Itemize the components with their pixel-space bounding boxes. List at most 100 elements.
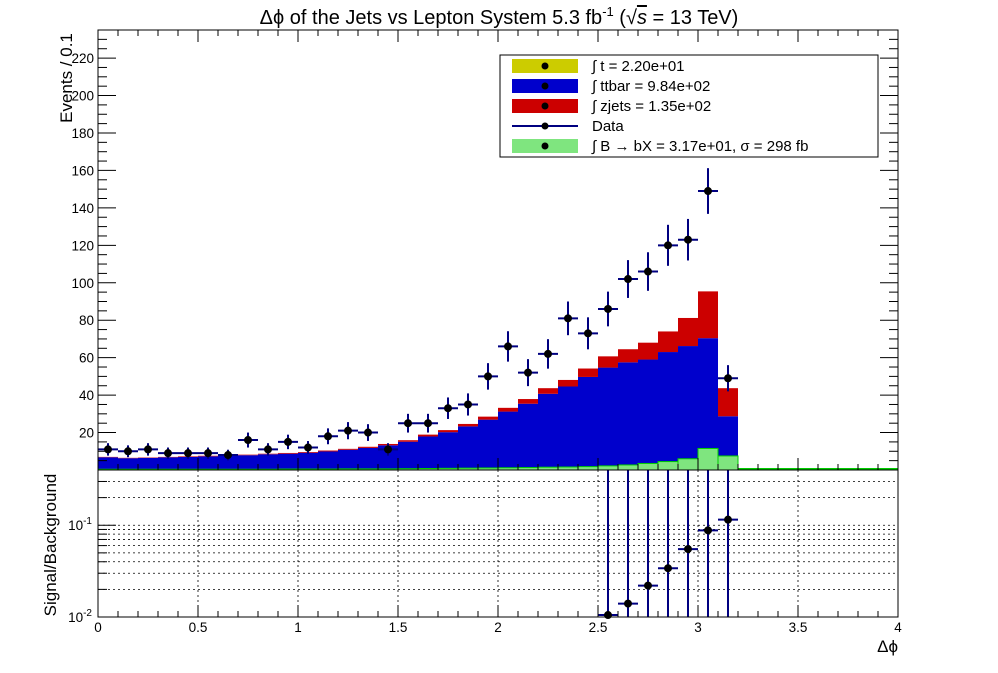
- y-axis: 20 40 60 80 100 120 140 160 180 200 220: [71, 29, 898, 471]
- legend-marker: [541, 122, 549, 130]
- y-tick-label: 140: [71, 201, 94, 216]
- bar-ttbar: [138, 457, 158, 470]
- bar-signal: [577, 466, 599, 471]
- ratio-y-axis-label: Signal/Background: [41, 474, 60, 617]
- data-point: [404, 419, 412, 428]
- bar-zjets: [338, 448, 358, 450]
- ratio-points: [598, 470, 738, 620]
- data-point: [544, 349, 552, 358]
- legend-label: ∫ B → bX = 3.17e+01, σ = 298 fb: [591, 138, 808, 155]
- bar-signal: [597, 465, 619, 471]
- data-point: [584, 329, 592, 338]
- x-tick-label: 2.5: [589, 620, 608, 635]
- bar-signal: [657, 461, 679, 471]
- y-tick-label: 220: [71, 51, 94, 66]
- y-tick-label: 120: [71, 238, 94, 253]
- bar-zjets: [498, 407, 518, 412]
- legend-marker: [541, 62, 549, 70]
- x-axis: 0 0.5 1 1.5 2 2.5 3 3.5 4: [94, 605, 902, 635]
- legend-label: Data: [592, 118, 624, 135]
- data-point: [144, 445, 152, 454]
- ratio-point: [664, 564, 672, 573]
- bar-zjets: [318, 450, 338, 452]
- stack-ttbar: [98, 338, 738, 470]
- bar-ttbar: [318, 451, 338, 470]
- ratio-point: [604, 611, 612, 620]
- data-point: [504, 342, 512, 351]
- data-point: [444, 404, 452, 413]
- ratio-point: [624, 599, 632, 608]
- data-point: [364, 428, 372, 437]
- data-point: [664, 241, 672, 250]
- bar-ttbar: [218, 455, 238, 470]
- bar-ttbar: [358, 447, 378, 470]
- data-point: [164, 449, 172, 458]
- main-plot-panel: 20 40 60 80 100 120 140 160 180 200 220: [71, 29, 899, 471]
- bar-zjets: [238, 454, 258, 456]
- data-point: [484, 372, 492, 381]
- data-point: [304, 443, 312, 452]
- y-tick-label: 80: [79, 313, 94, 328]
- bar-ttbar: [618, 362, 638, 468]
- bar-signal: [617, 464, 639, 471]
- data-point: [344, 426, 352, 435]
- ratio-y-tick-label: 10-2: [68, 608, 92, 625]
- bar-ttbar: [698, 338, 718, 468]
- x-tick-label: 1.5: [389, 620, 408, 635]
- bar-zjets: [558, 379, 578, 387]
- bar-ttbar: [238, 455, 258, 470]
- y-tick-label: 100: [71, 276, 94, 291]
- legend-marker: [541, 102, 549, 110]
- bar-ttbar: [658, 352, 678, 468]
- data-point: [604, 304, 612, 313]
- ratio-point: [704, 526, 712, 535]
- bar-zjets: [398, 440, 418, 442]
- bar-ttbar: [578, 376, 598, 468]
- y-tick-label: 200: [71, 89, 94, 104]
- ratio-point: [644, 581, 652, 590]
- data-point: [384, 445, 392, 454]
- bar-zjets: [598, 356, 618, 368]
- data-point: [244, 436, 252, 445]
- x-tick-label: 0.5: [189, 620, 208, 635]
- x-tick-label: 1: [294, 620, 302, 635]
- x-tick-label: 2: [494, 620, 502, 635]
- ratio-point: [684, 545, 692, 554]
- ratio-grid: [98, 469, 898, 618]
- legend-entry-zjets: ∫ zjets = 1.35e+02: [512, 98, 711, 115]
- y-tick-label: 60: [79, 351, 94, 366]
- bar-ttbar: [118, 458, 138, 470]
- stack-zjets: [98, 291, 738, 459]
- y-axis-label: Events / 0.1: [57, 33, 76, 123]
- data-point: [224, 451, 232, 460]
- bar-ttbar: [478, 419, 498, 469]
- bar-ttbar: [338, 449, 358, 470]
- ratio-frame: [97, 469, 899, 618]
- x-tick-label: 4: [894, 620, 902, 635]
- legend-marker: [541, 82, 549, 90]
- bar-ttbar: [518, 403, 538, 469]
- legend-entry-signal: ∫ B → bX = 3.17e+01, σ = 298 fb: [512, 138, 808, 155]
- bar-zjets: [718, 388, 738, 417]
- bar-signal: [697, 447, 719, 471]
- x-tick-label: 0: [94, 620, 102, 635]
- data-point: [464, 400, 472, 409]
- x-axis-label: Δϕ: [877, 637, 898, 656]
- bar-ttbar: [178, 456, 198, 470]
- y-tick-label: 180: [71, 126, 94, 141]
- x-tick-label: 3.5: [789, 620, 808, 635]
- bar-zjets: [458, 423, 478, 427]
- bar-ttbar: [258, 454, 278, 470]
- legend-label: ∫ zjets = 1.35e+02: [591, 98, 711, 115]
- data-point: [284, 437, 292, 446]
- bar-zjets: [698, 291, 718, 339]
- bar-zjets: [518, 399, 538, 404]
- ratio-y-axis: 10-1 10-2: [68, 469, 116, 625]
- bar-ttbar: [598, 367, 618, 468]
- ratio-point: [724, 515, 732, 524]
- legend-entry-data: Data: [512, 118, 624, 135]
- ratio-y-tick-label: 10-1: [68, 516, 92, 533]
- bar-zjets: [418, 434, 438, 437]
- bar-zjets: [278, 452, 298, 454]
